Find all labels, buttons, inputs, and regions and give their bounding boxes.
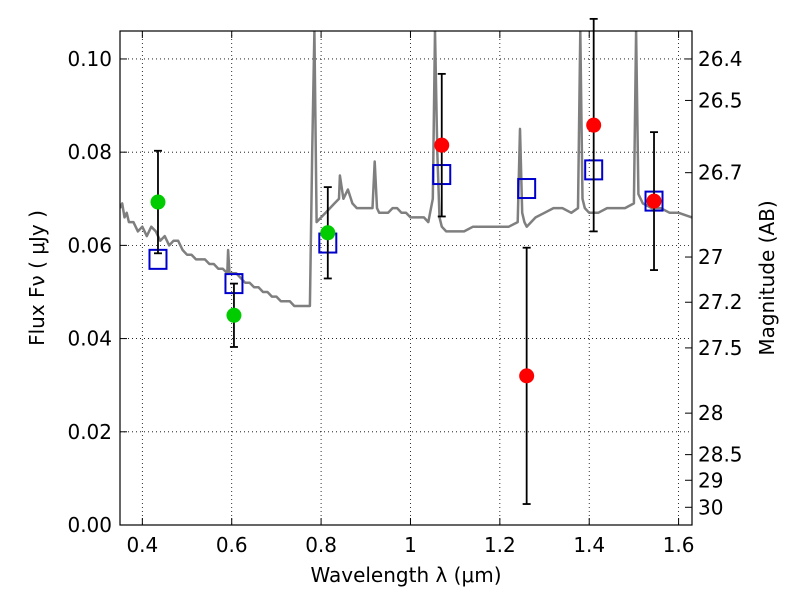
observed-red-point [646,193,662,209]
model-photometry-square [517,178,537,200]
y-tick-label: 0.08 [67,140,112,164]
magnitude-tick-label: 29 [698,468,723,492]
y-tick-label: 0.10 [67,47,112,71]
x-tick-label: 1.2 [484,533,516,557]
x-tick-label: 1.4 [573,533,605,557]
magnitude-tick-label: 26.4 [698,47,743,71]
observed-red-point [519,368,535,384]
magnitude-tick-label: 28.5 [698,443,743,467]
magnitude-tick-label: 26.7 [698,161,743,185]
x-tick-label: 1 [404,533,417,557]
observed-green-point [320,225,336,241]
markers-layer [148,17,664,505]
x-tick-label: 0.6 [216,533,248,557]
x-tick-label: 0.4 [126,533,158,557]
right-axis-label: Magnitude (AB) [755,200,779,355]
magnitude-tick-label: 28 [698,401,723,425]
observed-red-point [434,137,450,153]
x-tick-label: 0.8 [305,533,337,557]
magnitude-tick-label: 27.5 [698,336,743,360]
observed-green-point [226,307,242,323]
y-tick-label: 0.00 [67,513,112,537]
axis-ticks: 0.4 0.6 0.8 1 1.2 1.4 1.6 0.00 0.02 0.04 0.06 0.08 0… [67,31,743,557]
x-tick-label: 1.6 [663,533,695,557]
y-tick-label: 0.04 [67,327,112,351]
y-tick-label: 0.02 [67,420,112,444]
observed-red-point [586,117,602,133]
magnitude-tick-label: 27.2 [698,290,743,314]
magnitude-tick-label: 30 [698,495,723,519]
plot-frame [119,30,693,526]
observed-green-point [150,194,166,210]
y-axis-label: Flux Fν ( μJy ) [25,210,49,346]
plot-area [120,31,692,308]
y-tick-label: 0.06 [67,233,112,257]
x-axis-label: Wavelength λ (μm) [310,563,501,587]
model-spectrum-line [120,31,692,308]
magnitude-tick-label: 26.5 [698,88,743,112]
magnitude-tick-label: 27 [698,245,723,269]
